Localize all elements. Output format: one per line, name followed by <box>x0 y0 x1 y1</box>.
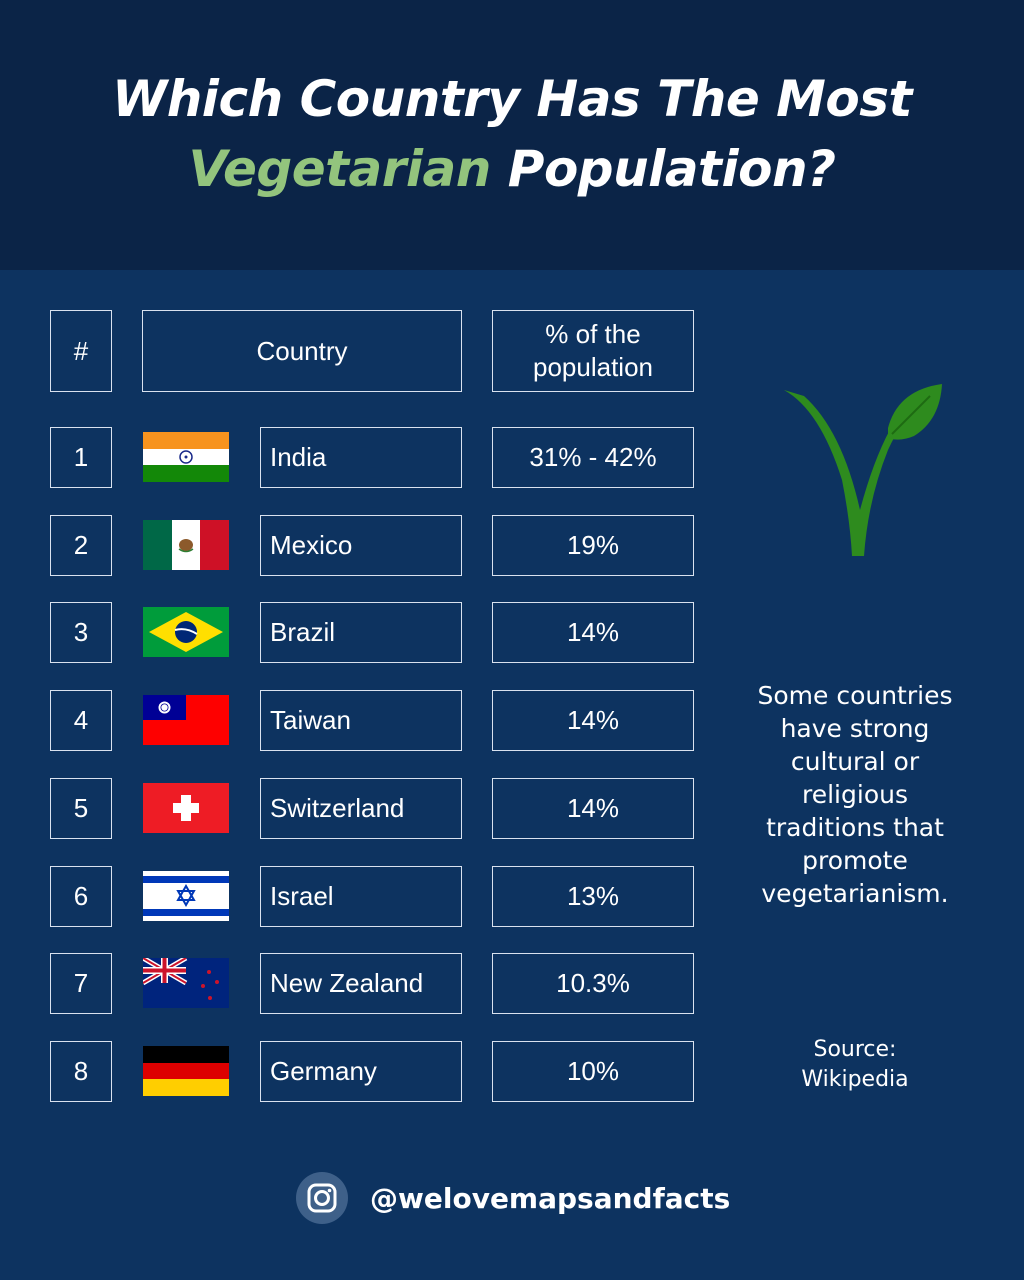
switzerland-flag <box>143 783 229 833</box>
rank-cell: 6 <box>50 866 112 927</box>
rank-cell: 2 <box>50 515 112 576</box>
israel-flag <box>143 871 229 921</box>
country-label: Germany <box>270 1056 377 1086</box>
country-cell: Brazil <box>260 602 462 663</box>
header-percent-label-2: population <box>533 352 653 382</box>
rank-label: 6 <box>73 881 89 911</box>
percent-label: 14% <box>566 705 620 735</box>
percent-cell: 14% <box>492 690 694 751</box>
india-flag <box>143 432 229 482</box>
percent-cell: 19% <box>492 515 694 576</box>
rank-cell: 1 <box>50 427 112 488</box>
country-cell: New Zealand <box>260 953 462 1014</box>
percent-cell: 13% <box>492 866 694 927</box>
rank-label: 8 <box>73 1056 89 1086</box>
rank-cell: 3 <box>50 602 112 663</box>
instagram-icon[interactable] <box>296 1172 348 1224</box>
percent-label: 10.3% <box>556 968 630 998</box>
title-line-2: Vegetarian Population? <box>0 140 1024 198</box>
rank-cell: 5 <box>50 778 112 839</box>
source-note: Source: Wikipedia <box>745 1035 965 1095</box>
mexico-flag <box>143 520 229 570</box>
country-cell: Taiwan <box>260 690 462 751</box>
source-label: Source: <box>813 1037 897 1062</box>
country-label: Switzerland <box>270 793 405 823</box>
country-cell: Israel <box>260 866 462 927</box>
side-note-line: cultural or <box>790 747 920 776</box>
country-label: Brazil <box>270 617 336 647</box>
germany-flag <box>143 1046 229 1096</box>
side-note-line: promote <box>802 846 908 875</box>
percent-cell: 10.3% <box>492 953 694 1014</box>
rank-cell: 7 <box>50 953 112 1014</box>
header-banner: Which Country Has The Most Vegetarian Po… <box>0 0 1024 270</box>
rank-label: 5 <box>73 793 89 823</box>
header-percent-cell: % of the population <box>492 310 694 392</box>
side-note-line: Some countries <box>757 681 953 710</box>
header-rank-cell: # <box>50 310 112 392</box>
taiwan-flag <box>143 695 229 745</box>
vegan-v-leaf-icon <box>784 384 942 556</box>
percent-cell: 14% <box>492 602 694 663</box>
new-zealand-flag <box>143 958 229 1008</box>
rank-label: 4 <box>73 705 89 735</box>
header-percent-label-1: % of the <box>545 319 641 349</box>
country-label: Taiwan <box>270 705 351 735</box>
side-note: Some countries have strong cultural or r… <box>745 679 965 910</box>
header-country-label: Country <box>256 335 348 366</box>
percent-cell: 10% <box>492 1041 694 1102</box>
percent-label: 10% <box>566 1056 620 1086</box>
header-rank-label: # <box>73 335 89 366</box>
percent-label: 14% <box>566 793 620 823</box>
social-handle[interactable]: @welovemapsandfacts <box>370 1182 731 1215</box>
rank-label: 7 <box>73 968 89 998</box>
rank-cell: 4 <box>50 690 112 751</box>
percent-label: 13% <box>566 881 620 911</box>
country-label: Mexico <box>270 530 353 560</box>
percent-cell: 31% - 42% <box>492 427 694 488</box>
percent-label: 19% <box>566 530 620 560</box>
rank-label: 1 <box>73 442 89 472</box>
country-label: Israel <box>270 881 334 911</box>
footer: @welovemapsandfacts <box>0 1172 1024 1228</box>
percent-label: 31% - 42% <box>529 442 657 472</box>
side-note-line: vegetarianism. <box>761 879 949 908</box>
brazil-flag <box>143 607 229 657</box>
country-label: India <box>270 442 327 472</box>
title-accent-word: Vegetarian <box>188 140 491 198</box>
country-cell: Mexico <box>260 515 462 576</box>
title-line-2-rest: Population? <box>490 140 836 198</box>
country-cell: Switzerland <box>260 778 462 839</box>
percent-label: 14% <box>566 617 620 647</box>
side-note-line: have strong <box>780 714 930 743</box>
header-country-cell: Country <box>142 310 462 392</box>
rank-cell: 8 <box>50 1041 112 1102</box>
country-cell: Germany <box>260 1041 462 1102</box>
percent-cell: 14% <box>492 778 694 839</box>
side-note-line: traditions that <box>766 813 944 842</box>
title-line-1: Which Country Has The Most <box>112 70 912 128</box>
source-value: Wikipedia <box>801 1067 909 1092</box>
rank-label: 2 <box>73 530 89 560</box>
country-cell: India <box>260 427 462 488</box>
side-note-line: religious <box>802 780 908 809</box>
country-label: New Zealand <box>270 968 424 998</box>
rank-label: 3 <box>73 617 89 647</box>
